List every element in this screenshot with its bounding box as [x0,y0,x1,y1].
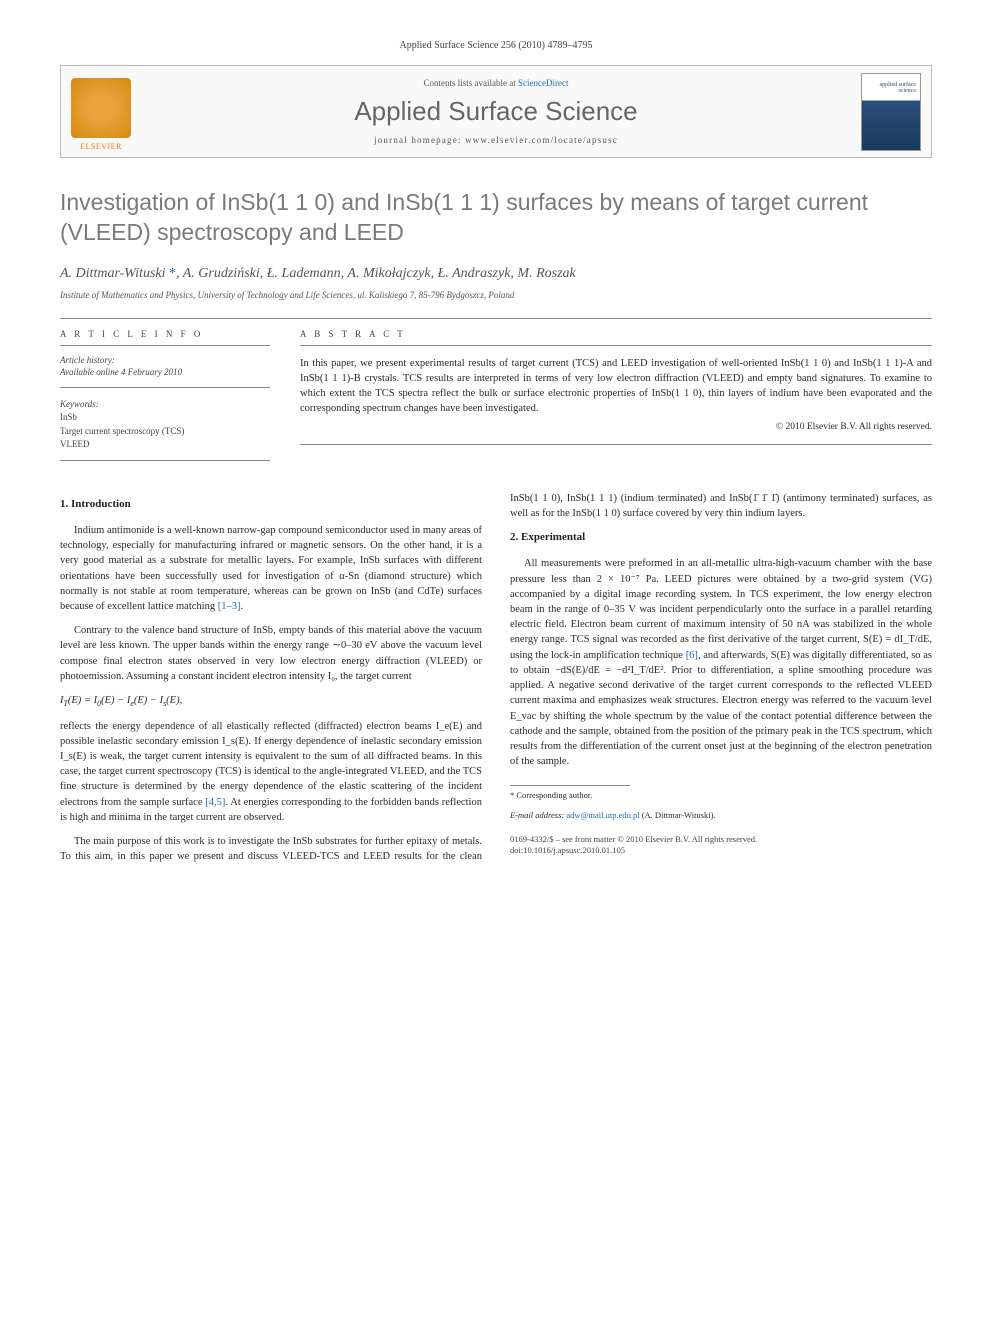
intro-para-1: Indium antimonide is a well-known narrow… [60,523,482,614]
experimental-para-1: All measurements were preformed in an al… [510,556,932,769]
history-line: Available online 4 February 2010 [60,366,270,379]
section-heading-experimental: 2. Experimental [510,530,932,546]
author-list: A. Dittmar-Wituski *, A. Grudziński, Ł. … [60,266,932,282]
elsevier-label: ELSEVIER [80,142,122,151]
exp-p1b: , and afterwards, S(E) was digitally dif… [510,650,932,768]
abstract-heading: A B S T R A C T [300,329,932,339]
intro-p1-text: Indium antimonide is a well-known narrow… [60,525,482,612]
email-author: (A. Dittmar-Wituski). [642,810,716,820]
corresponding-author-footnote: * Corresponding author. [510,790,932,801]
homepage-prefix: journal homepage: [374,135,465,145]
contents-available-line: Contents lists available at ScienceDirec… [151,78,841,88]
email-label: E-mail address: [510,810,564,820]
keyword-item: Target current spectroscopy (TCS) [60,425,270,439]
keywords-label: Keywords: [60,398,270,412]
divider [60,318,932,319]
article-info-column: A R T I C L E I N F O Article history: A… [60,329,270,461]
abstract-text: In this paper, we present experimental r… [300,345,932,446]
ref-link[interactable]: [6] [686,650,698,661]
elsevier-logo-icon [71,78,131,138]
homepage-url[interactable]: www.elsevier.com/locate/apsusc [465,135,618,145]
affiliation: Institute of Mathematics and Physics, Un… [60,290,932,300]
intro-para-3: reflects the energy dependence of all el… [60,719,482,826]
intro-para-2: Contrary to the valence band structure o… [60,623,482,684]
ref-link[interactable]: [4,5] [205,797,225,808]
ref-link[interactable]: [1–3] [218,601,241,612]
footnote-separator [510,785,630,786]
article-body: 1. Introduction Indium antimonide is a w… [60,491,932,865]
contents-prefix: Contents lists available at [424,78,518,88]
section-heading-intro: 1. Introduction [60,497,482,513]
article-title: Investigation of InSb(1 1 0) and InSb(1 … [60,188,932,248]
banner-cover: applied surface science [851,66,931,157]
issn-line: 0169-4332/$ – see front matter © 2010 El… [510,834,932,845]
abstract-copyright: © 2010 Elsevier B.V. All rights reserved… [300,421,932,435]
keyword-item: VLEED [60,438,270,452]
sciencedirect-link[interactable]: ScienceDirect [518,78,568,88]
equation-target-current: IT(E) = I0(E) − Ie(E) − Is(E), [60,693,482,710]
abstract-column: A B S T R A C T In this paper, we presen… [300,329,932,461]
footer-block: 0169-4332/$ – see front matter © 2010 El… [510,834,932,856]
journal-issue-header: Applied Surface Science 256 (2010) 4789–… [60,40,932,51]
info-abstract-row: A R T I C L E I N F O Article history: A… [60,329,932,461]
email-footnote: E-mail address: adw@mail.utp.edu.pl (A. … [510,810,932,821]
article-info-heading: A R T I C L E I N F O [60,329,270,339]
journal-name: Applied Surface Science [151,96,841,127]
cover-thumb-text: applied surface science [866,82,916,95]
keyword-item: InSb [60,411,270,425]
journal-cover-thumb-icon: applied surface science [861,73,921,151]
corresponding-marker: * [166,266,177,281]
doi-line: doi:10.1016/j.apsusc.2010.01.105 [510,845,932,856]
abstract-body: In this paper, we present experimental r… [300,358,932,415]
journal-homepage-line: journal homepage: www.elsevier.com/locat… [151,135,841,145]
banner-publisher: ELSEVIER [61,66,141,157]
article-history-block: Article history: Available online 4 Febr… [60,345,270,388]
banner-center: Contents lists available at ScienceDirec… [141,66,851,157]
exp-p1a: All measurements were preformed in an al… [510,558,932,660]
email-link[interactable]: adw@mail.utp.edu.pl [566,810,639,820]
keywords-block: Keywords: InSb Target current spectrosco… [60,398,270,461]
intro-p1-end: . [240,601,243,612]
intro-p3a: reflects the energy dependence of all el… [60,721,482,808]
history-label: Article history: [60,354,270,367]
journal-banner: ELSEVIER Contents lists available at Sci… [60,65,932,158]
